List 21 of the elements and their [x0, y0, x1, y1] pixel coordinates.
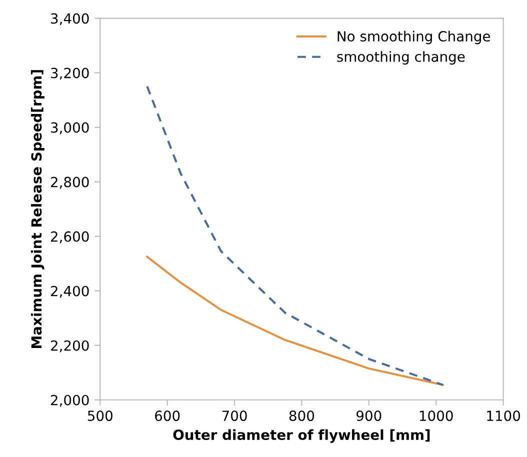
- legend-label: smoothing change: [337, 51, 465, 65]
- x-tick-label: 800: [289, 410, 314, 422]
- y-tick-label: 2,600: [50, 231, 89, 244]
- y-tick-label: 3,400: [51, 13, 89, 26]
- x-tick-label: 700: [222, 410, 247, 422]
- legend-label: No smoothing Change: [338, 30, 490, 44]
- y-tick-label: 2,200: [50, 340, 89, 352]
- x-tick-label: 600: [155, 410, 180, 422]
- x-axis-title: Outer diameter of flywheel [mm]: [173, 429, 430, 443]
- y-axis-title: Maximum Joint Release Speed[rpm]: [30, 70, 44, 348]
- line-series: [146, 85, 444, 386]
- y-tick-label: 2,000: [50, 394, 89, 407]
- y-tick-label: 3,200: [51, 68, 89, 80]
- x-tick-label: 1000: [420, 410, 453, 422]
- x-tick-label: 500: [88, 410, 112, 422]
- y-tick-label: 2,400: [50, 286, 89, 298]
- x-tick-label: 1100: [487, 410, 520, 422]
- y-tick-label: 2,800: [50, 176, 89, 189]
- line-series: [146, 256, 444, 386]
- x-tick-label: 900: [356, 410, 382, 422]
- y-tick-label: 3,000: [51, 122, 89, 134]
